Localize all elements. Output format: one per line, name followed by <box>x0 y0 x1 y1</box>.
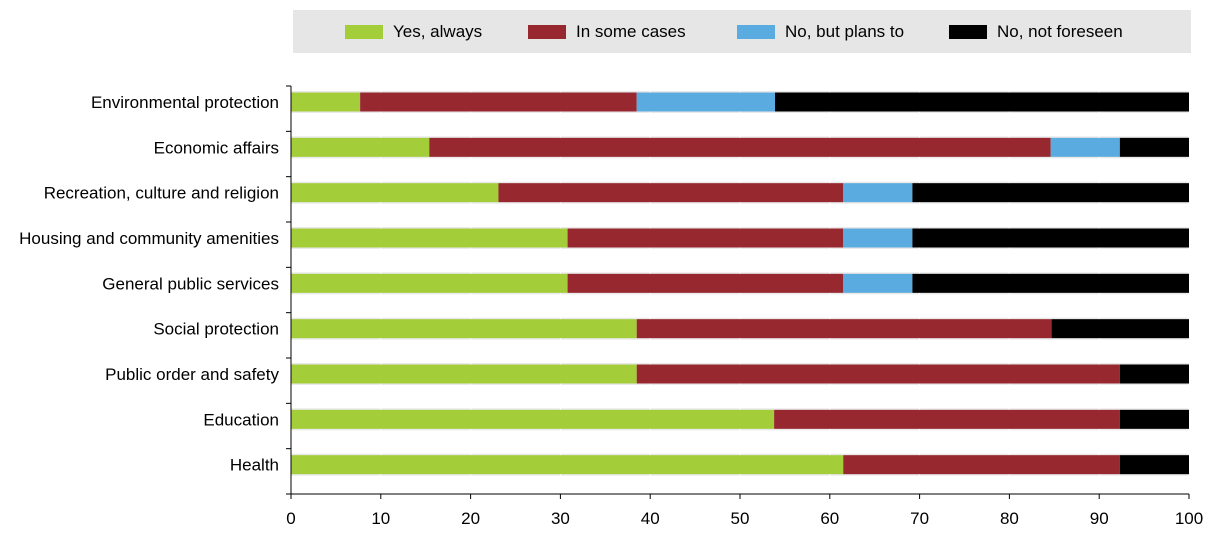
bar-segment <box>1119 364 1189 384</box>
bar-segment <box>1119 455 1189 475</box>
bar-segment <box>843 183 913 203</box>
bar-segment <box>843 455 1120 475</box>
x-tick-label: 10 <box>371 509 390 528</box>
category-label: General public services <box>102 274 279 293</box>
bar-segment <box>912 183 1189 203</box>
x-tick-label: 0 <box>286 509 295 528</box>
legend-swatch <box>345 24 383 39</box>
category-label: Recreation, culture and religion <box>44 184 279 203</box>
bar-segment <box>843 273 913 293</box>
bar-segment <box>912 273 1189 293</box>
bar-segment <box>775 92 1189 112</box>
legend-item: No, but plans to <box>737 10 904 53</box>
bar-segment <box>291 364 637 384</box>
category-label: Public order and safety <box>105 365 279 384</box>
legend-item: In some cases <box>528 10 686 53</box>
x-tick-label: 30 <box>551 509 570 528</box>
bar-segment <box>291 409 775 429</box>
category-label: Housing and community amenities <box>19 229 279 248</box>
category-label: Economic affairs <box>154 138 279 157</box>
chart-legend: Yes, always In some cases No, but plans to… <box>293 10 1191 53</box>
legend-label: No, not foreseen <box>997 21 1123 41</box>
bar-segment <box>291 455 844 475</box>
bar-segment <box>429 137 1051 157</box>
bar-segment <box>1050 137 1120 157</box>
bar-segment <box>636 92 776 112</box>
x-tick-label: 40 <box>641 509 660 528</box>
bar-segment <box>498 183 844 203</box>
legend-label: Yes, always <box>393 21 483 41</box>
bar-segment <box>636 364 1120 384</box>
bar-segment <box>291 183 499 203</box>
x-tick-label: 100 <box>1175 509 1203 528</box>
x-tick-label: 70 <box>910 509 929 528</box>
x-tick-label: 80 <box>1000 509 1019 528</box>
x-tick-label: 60 <box>820 509 839 528</box>
x-tick-label: 90 <box>1090 509 1109 528</box>
bar-segment <box>1051 319 1189 339</box>
bar-segment <box>567 273 844 293</box>
bar-segment <box>291 319 637 339</box>
x-tick-label: 20 <box>461 509 480 528</box>
bar-segment <box>1119 409 1189 429</box>
x-tick-label: 50 <box>731 509 750 528</box>
bar-segment <box>636 319 1052 339</box>
bar-segment <box>291 137 430 157</box>
category-label: Environmental protection <box>91 93 279 112</box>
legend-swatch <box>949 24 987 39</box>
bar-segment <box>360 92 637 112</box>
legend-item: No, not foreseen <box>949 10 1123 53</box>
bar-segment <box>1119 137 1189 157</box>
category-label: Health <box>230 456 279 475</box>
bar-segment <box>843 228 913 248</box>
legend-swatch <box>528 24 566 39</box>
bar-segment <box>291 273 568 293</box>
bar-segment <box>774 409 1120 429</box>
bar-segment <box>291 228 568 248</box>
legend-swatch <box>737 24 775 39</box>
category-label: Education <box>203 410 279 429</box>
bar-segment <box>567 228 844 248</box>
category-label: Social protection <box>153 320 279 339</box>
bar-segment <box>912 228 1189 248</box>
legend-label: In some cases <box>576 21 686 41</box>
legend-label: No, but plans to <box>785 21 905 41</box>
bar-segment <box>291 92 361 112</box>
legend-item: Yes, always <box>345 10 482 53</box>
